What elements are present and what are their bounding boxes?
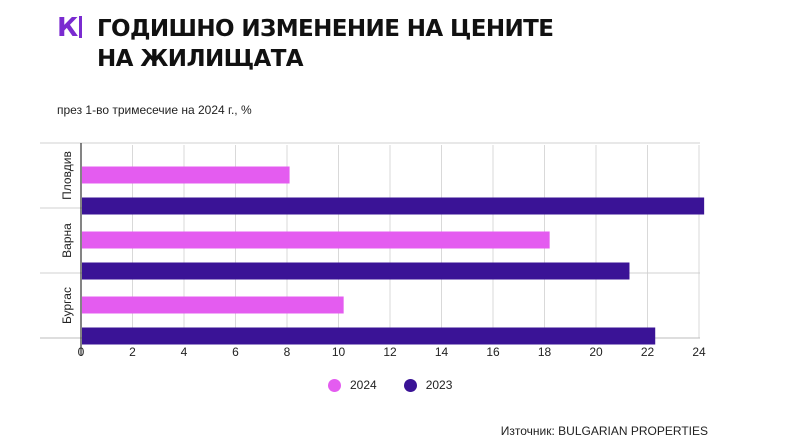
x-tick-label-10: 10 [332, 345, 346, 359]
x-tick-label-18: 18 [538, 345, 552, 359]
bar-2-series-2024 [82, 231, 550, 249]
x-tick-label-16: 16 [486, 345, 500, 359]
x-tick-label-14: 14 [435, 345, 449, 359]
x-tick-label-24: 24 [692, 345, 706, 359]
x-tick-label-6: 6 [232, 345, 239, 359]
chart-title-line-2: НА ЖИЛИЩАТА [97, 46, 304, 72]
source-note: Източник: BULGARIAN PROPERTIES [500, 424, 708, 438]
category-label-3: Бургас [60, 287, 74, 324]
legend-label-2023: 2023 [425, 378, 453, 392]
x-tick-label-12: 12 [383, 345, 397, 359]
category-label-2: Варна [60, 223, 74, 258]
brand-logo-letter: К [57, 13, 78, 43]
chart-title: ГОДИШНО ИЗМЕНЕНИЕ НА ЦЕНИТЕ НА ЖИЛИЩАТА [97, 14, 554, 74]
legend-swatch-2023 [403, 378, 417, 392]
bar-3-series-2024 [82, 296, 344, 314]
category-label-1: Пловдив [60, 151, 74, 200]
brand-logo-bar [79, 16, 83, 38]
x-tick-label-0: 0 [78, 345, 85, 359]
legend-swatch-2024 [328, 378, 341, 392]
brand-logo: К [57, 13, 83, 43]
x-tick-label-2: 2 [129, 345, 136, 359]
x-tick-label-8: 8 [284, 345, 291, 359]
chart-title-line-1: ГОДИШНО ИЗМЕНЕНИЕ НА ЦЕНИТЕ [97, 16, 554, 42]
x-tick-label-4: 4 [181, 345, 188, 359]
chart-legend: 2024 2023 [328, 378, 479, 392]
legend-item-2023: 2023 [403, 378, 453, 392]
x-tick-label-22: 22 [641, 345, 655, 359]
bar-2-series-2023 [82, 262, 630, 280]
bar-1-series-2023 [82, 197, 705, 215]
legend-item-2024: 2024 [328, 378, 377, 392]
bar-3-series-2023 [82, 327, 656, 345]
chart-subtitle: през 1-во тримесечие на 2024 г., % [57, 103, 252, 117]
x-tick-label-20: 20 [589, 345, 603, 359]
legend-label-2024: 2024 [350, 378, 377, 392]
bar-1-series-2024 [82, 166, 290, 184]
